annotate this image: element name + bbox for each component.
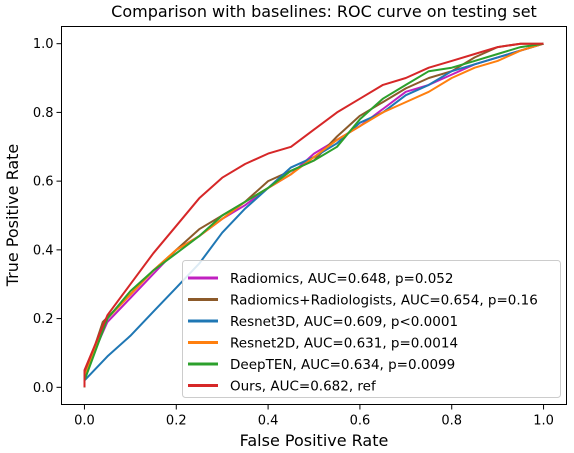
x-tick-label: 0.4 [258,414,279,429]
y-tick-label: 0.0 [33,381,54,396]
series-line-4 [83,42,544,388]
x-tick-label: 0.6 [350,414,371,429]
y-tick-label: 0.8 [33,106,54,121]
legend-label-2: Resnet3D, AUC=0.609, p<0.0001 [230,314,458,330]
legend-label-3: Resnet2D, AUC=0.631, p=0.0014 [230,336,458,352]
series-line-0 [83,42,544,388]
plot-frame [61,26,567,405]
y-tick-label: 0.4 [33,243,54,258]
x-tick-label: 0.2 [166,414,187,429]
series-layer [83,42,544,388]
x-axis-label: False Positive Rate [240,431,389,450]
y-axis-ticks: 0.0 0.2 0.4 0.6 0.8 1.0 [33,37,62,396]
legend-label-4: DeepTEN, AUC=0.634, p=0.0099 [230,357,455,373]
y-tick-label: 0.2 [33,312,54,327]
legend-label-0: Radiomics, AUC=0.648, p=0.052 [230,271,454,287]
legend-box [182,260,561,398]
legend-label-1: Radiomics+Radiologists, AUC=0.654, p=0.1… [230,293,538,309]
chart-title: Comparison with baselines: ROC curve on … [111,2,537,21]
y-tick-label: 1.0 [33,37,54,52]
series-line-5 [83,42,544,388]
legend-label-5: Ours, AUC=0.682, ref [230,379,377,395]
legend: Radiomics, AUC=0.648, p=0.052 Radiomics+R… [182,260,561,398]
x-tick-label: 0.0 [74,414,95,429]
x-tick-label: 0.8 [441,414,462,429]
x-axis-ticks: 0.0 0.2 0.4 0.6 0.8 1.0 [74,404,554,429]
y-tick-label: 0.6 [33,175,54,190]
x-tick-label: 1.0 [533,414,554,429]
series-line-2 [83,42,544,388]
y-axis-label: True Positive Rate [3,144,22,288]
